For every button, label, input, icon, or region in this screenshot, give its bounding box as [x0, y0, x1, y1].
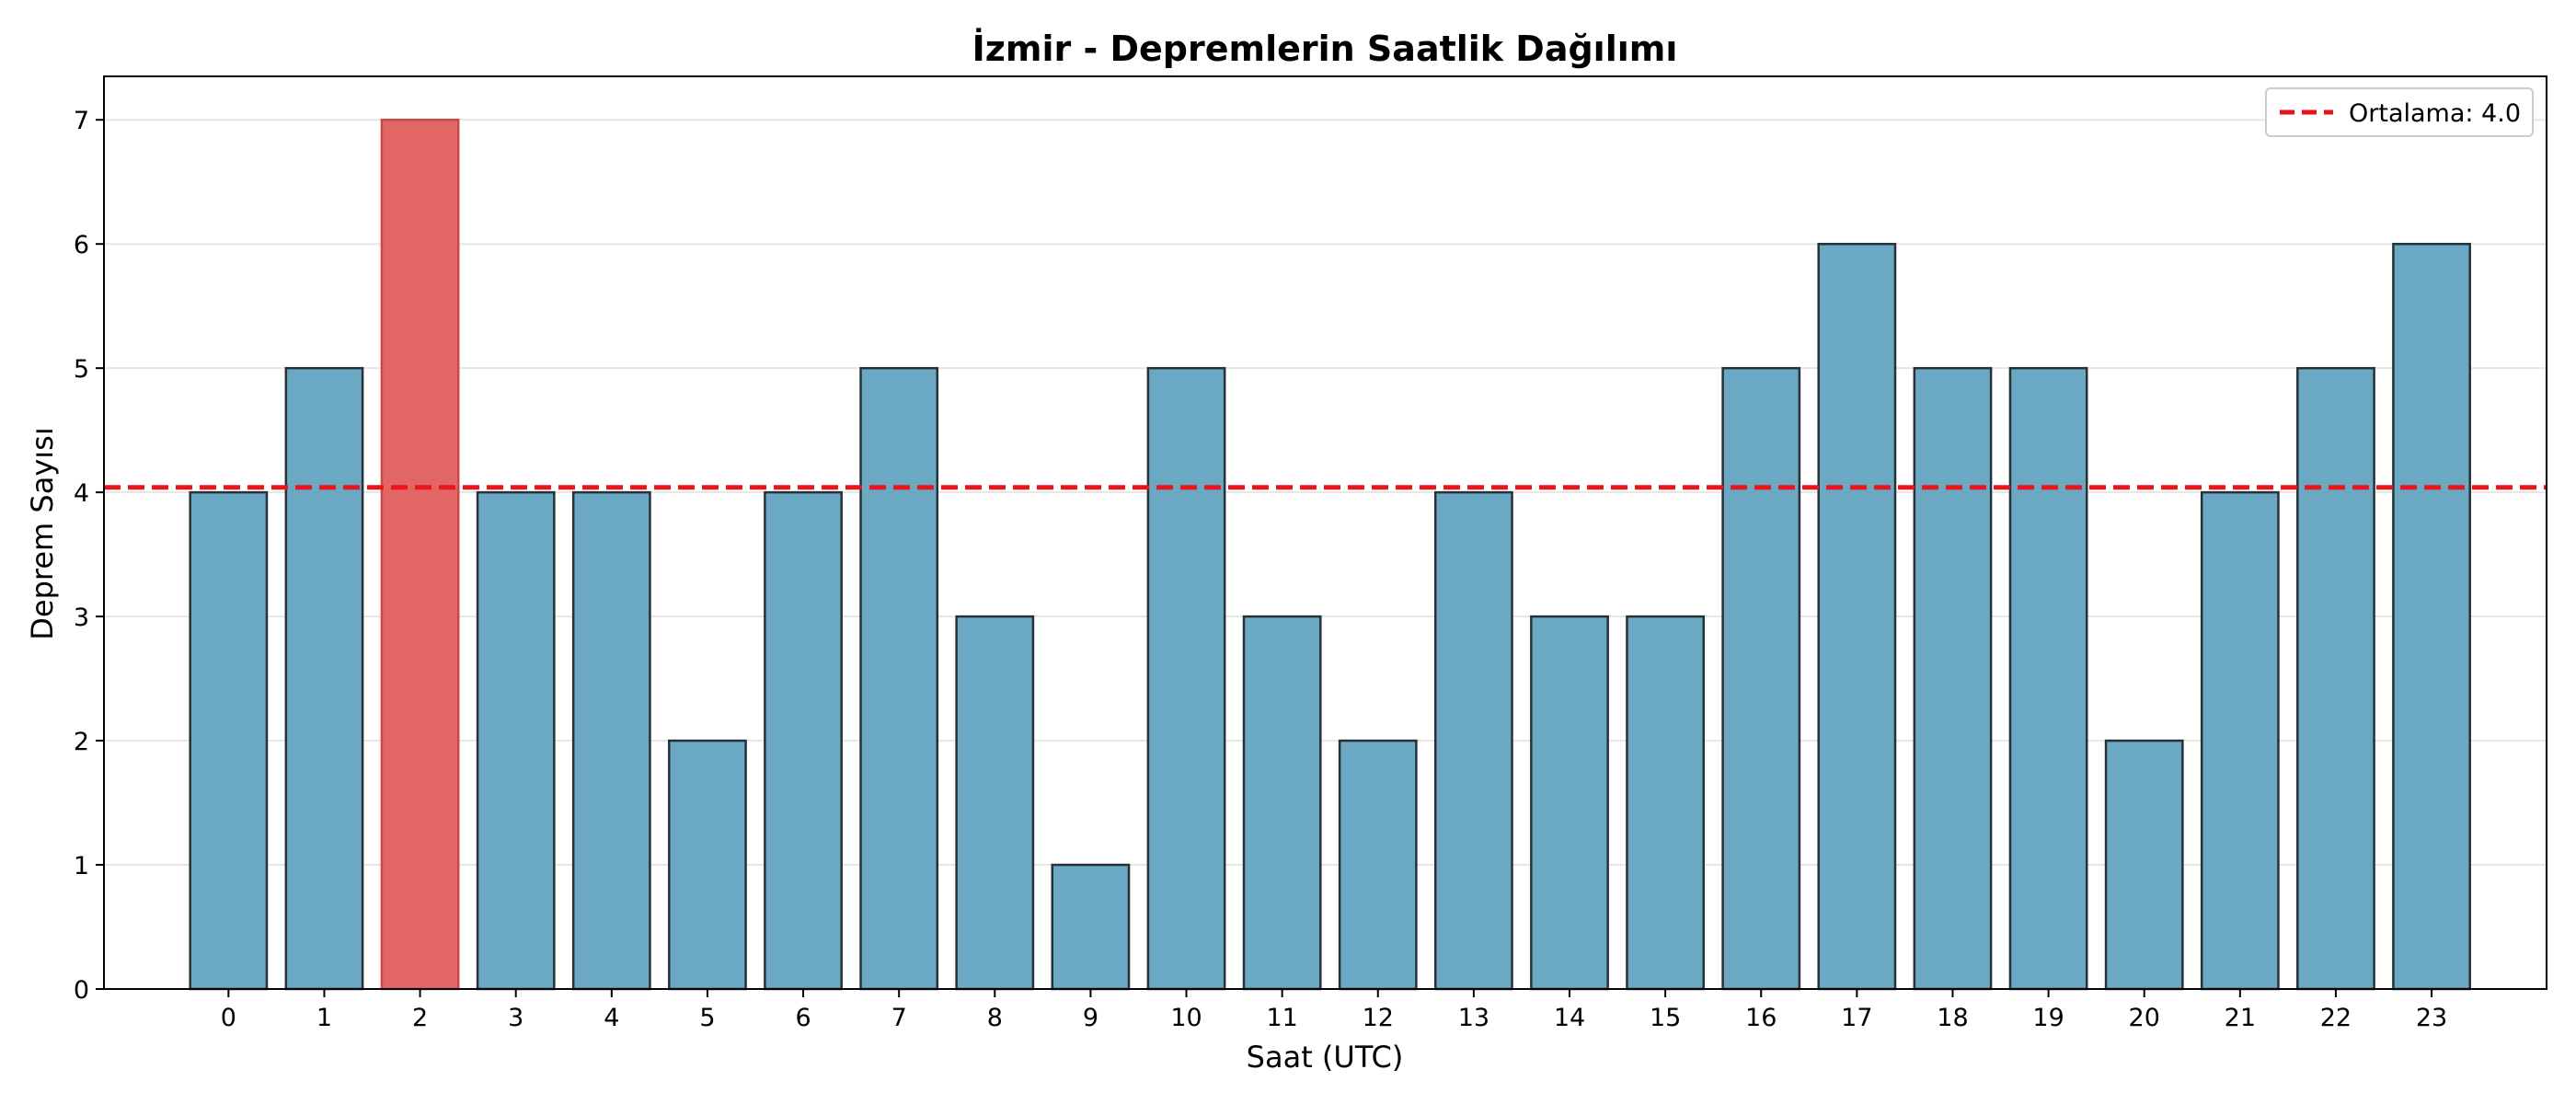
y-tick-label: 2 — [74, 728, 89, 756]
x-tick-label: 14 — [1554, 1004, 1585, 1032]
x-tick-label: 0 — [221, 1004, 236, 1032]
bar-hour-0 — [189, 490, 269, 991]
x-tick-label: 13 — [1458, 1004, 1489, 1032]
x-tick-label: 2 — [412, 1004, 428, 1032]
bar-hour-23 — [2392, 242, 2471, 991]
chart-title: İzmir - Depremlerin Saatlik Dağılımı — [972, 29, 1678, 69]
bar-hour-13 — [1433, 490, 1513, 991]
bar-hour-17 — [1817, 242, 1897, 991]
x-tick-label: 3 — [508, 1004, 523, 1032]
x-tick-label: 22 — [2320, 1004, 2352, 1032]
y-tick-label: 5 — [74, 355, 89, 384]
x-tick-label: 11 — [1266, 1004, 1297, 1032]
x-tick-label: 23 — [2416, 1004, 2447, 1032]
x-tick-label: 17 — [1841, 1004, 1872, 1032]
y-tick-label: 3 — [74, 604, 89, 632]
bar-hour-6 — [764, 490, 843, 991]
bar-hour-10 — [1146, 366, 1226, 991]
y-tick-label: 6 — [74, 231, 89, 259]
x-tick-label: 1 — [316, 1004, 332, 1032]
legend: Ortalama: 4.0 — [2265, 87, 2534, 137]
x-axis-ticks: 0 1 2 3 4 5 6 7 8 9 10 11 12 13 14 15 16 17 18 19 20 21 22 23 — [221, 989, 2447, 1032]
x-tick-label: 12 — [1363, 1004, 1394, 1032]
x-tick-label: 7 — [891, 1004, 907, 1032]
bar-hour-22 — [2296, 366, 2375, 991]
x-axis-label: Saat (UTC) — [1247, 1040, 1404, 1075]
y-tick-label: 1 — [74, 852, 89, 880]
plot-frame — [103, 75, 2547, 990]
bar-hour-18 — [1913, 366, 1993, 991]
bar-hour-21 — [2200, 490, 2280, 991]
bar-hour-7 — [859, 366, 939, 991]
y-tick-label: 0 — [74, 976, 89, 1005]
bars — [189, 118, 2471, 991]
bar-hour-14 — [1530, 615, 1609, 991]
x-tick-label: 4 — [604, 1004, 619, 1032]
x-tick-label: 8 — [987, 1004, 1003, 1032]
x-tick-label: 5 — [699, 1004, 715, 1032]
bar-hour-5 — [668, 739, 747, 991]
bar-hour-8 — [955, 615, 1035, 991]
bar-hour-2 — [380, 118, 460, 991]
x-tick-label: 16 — [1745, 1004, 1777, 1032]
bar-hour-15 — [1626, 615, 1706, 991]
bar-hour-16 — [1721, 366, 1801, 991]
x-tick-label: 9 — [1083, 1004, 1098, 1032]
x-tick-label: 19 — [2032, 1004, 2064, 1032]
bar-hour-9 — [1051, 863, 1131, 991]
bar-hour-4 — [571, 490, 651, 991]
bar-hour-11 — [1242, 615, 1322, 991]
bar-hour-1 — [284, 366, 364, 991]
x-tick-label: 21 — [2225, 1004, 2256, 1032]
y-tick-label: 4 — [74, 479, 89, 508]
x-tick-label: 6 — [795, 1004, 811, 1032]
bar-hour-3 — [476, 490, 556, 991]
legend-box — [2265, 87, 2534, 137]
bar-hour-19 — [2008, 366, 2088, 991]
y-axis-ticks: 0 1 2 3 4 5 6 7 — [74, 107, 104, 1005]
bar-hour-12 — [1338, 739, 1418, 991]
x-tick-label: 20 — [2129, 1004, 2160, 1032]
y-tick-label: 7 — [74, 107, 89, 135]
x-tick-label: 10 — [1170, 1004, 1202, 1032]
x-tick-label: 15 — [1650, 1004, 1681, 1032]
x-tick-label: 18 — [1937, 1004, 1968, 1032]
bar-hour-20 — [2104, 739, 2184, 991]
legend-label: Ortalama: 4.0 — [2349, 99, 2521, 128]
y-axis-label: Deprem Sayısı — [25, 427, 60, 639]
